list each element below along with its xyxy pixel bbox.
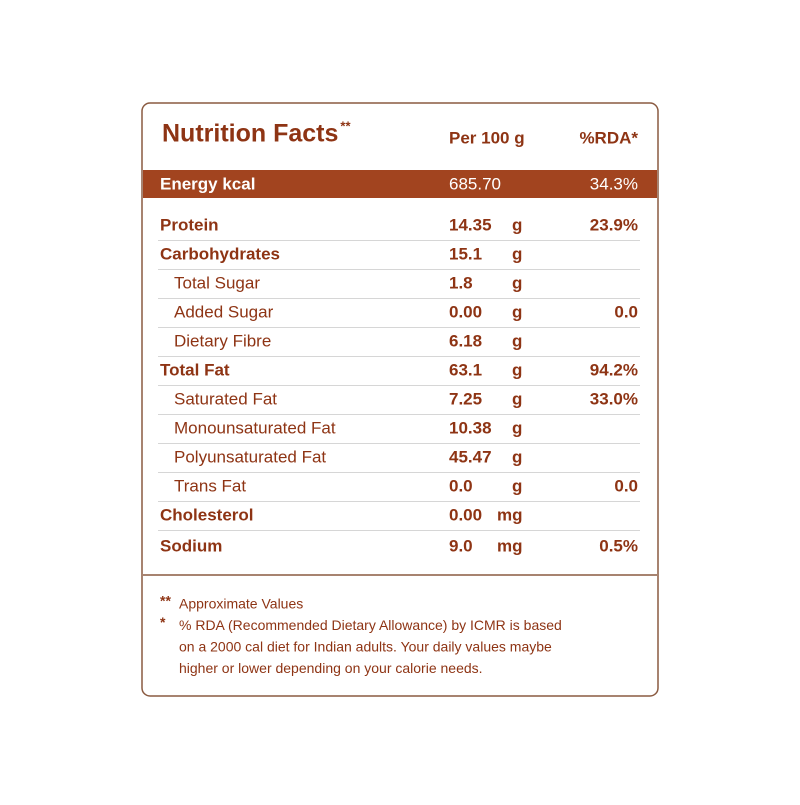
per-header: Per 100 g: [449, 128, 525, 147]
nutrient-rda: 0.0: [614, 302, 638, 321]
footnote-text: higher or lower depending on your calori…: [179, 660, 483, 676]
nutrient-unit: g: [512, 476, 522, 495]
nutrient-rda: 33.0%: [590, 389, 638, 408]
nutrient-unit: g: [512, 447, 522, 466]
nutrient-name: Polyunsaturated Fat: [174, 447, 326, 466]
energy-name: Energy kcal: [160, 174, 255, 193]
nutrient-unit: mg: [497, 536, 523, 555]
nutrient-amount: 0.0: [449, 476, 473, 495]
nutrient-amount: 9.0: [449, 536, 473, 555]
nutrient-unit: mg: [497, 505, 523, 524]
nutrient-rda: 0.0: [614, 476, 638, 495]
nutrient-amount: 10.38: [449, 418, 492, 437]
nutrient-name: Carbohydrates: [160, 244, 280, 263]
nutrient-amount: 7.25: [449, 389, 482, 408]
nutrient-amount: 1.8: [449, 273, 473, 292]
nutrient-unit: g: [512, 273, 522, 292]
title-mark: **: [340, 118, 351, 133]
nutrient-rda: 23.9%: [590, 215, 638, 234]
nutrient-rda: 94.2%: [590, 360, 638, 379]
footnote-mark: **: [160, 593, 171, 609]
nutrient-unit: g: [512, 302, 522, 321]
nutrient-name: Monounsaturated Fat: [174, 418, 336, 437]
footnote-text: Approximate Values: [179, 596, 303, 612]
nutrient-unit: g: [512, 418, 522, 437]
nutrient-amount: 63.1: [449, 360, 482, 379]
nutrient-unit: g: [512, 389, 522, 408]
nutrient-unit: g: [512, 360, 522, 379]
energy-rda: 34.3%: [590, 174, 638, 193]
footnote-text: % RDA (Recommended Dietary Allowance) by…: [179, 617, 562, 633]
energy-amount: 685.70: [449, 174, 501, 193]
nutrient-amount: 15.1: [449, 244, 482, 263]
title: Nutrition Facts: [162, 120, 338, 148]
nutrient-amount: 0.00: [449, 302, 482, 321]
nutrient-name: Total Sugar: [174, 273, 260, 292]
nutrient-name: Sodium: [160, 536, 222, 555]
energy-band: [143, 170, 657, 198]
footnote-mark: *: [160, 614, 166, 630]
nutrient-unit: g: [512, 331, 522, 350]
nutrient-amount: 0.00: [449, 505, 482, 524]
nutrient-amount: 45.47: [449, 447, 492, 466]
nutrient-amount: 6.18: [449, 331, 482, 350]
nutrient-name: Protein: [160, 215, 219, 234]
nutrient-unit: g: [512, 244, 522, 263]
rda-header: %RDA*: [579, 128, 638, 147]
nutrient-name: Saturated Fat: [174, 389, 277, 408]
nutrient-name: Trans Fat: [174, 476, 246, 495]
nutrient-name: Cholesterol: [160, 505, 254, 524]
nutrient-name: Added Sugar: [174, 302, 274, 321]
footnote-text: on a 2000 cal diet for Indian adults. Yo…: [179, 639, 552, 655]
nutrient-name: Dietary Fibre: [174, 331, 271, 350]
panel: [141, 102, 659, 697]
nutrient-name: Total Fat: [160, 360, 230, 379]
nutrient-amount: 14.35: [449, 215, 492, 234]
nutrient-rda: 0.5%: [599, 536, 638, 555]
nutrient-unit: g: [512, 215, 522, 234]
